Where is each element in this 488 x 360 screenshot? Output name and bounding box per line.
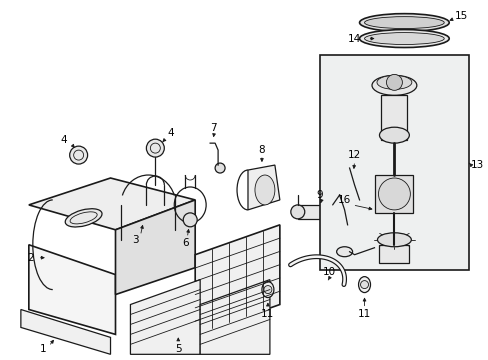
Text: 16: 16 xyxy=(337,195,350,205)
Text: 12: 12 xyxy=(347,150,361,160)
Circle shape xyxy=(360,280,368,289)
Bar xyxy=(381,95,407,140)
Ellipse shape xyxy=(328,205,336,219)
Text: 2: 2 xyxy=(27,253,34,263)
Text: 14: 14 xyxy=(347,33,361,44)
Circle shape xyxy=(69,146,87,164)
Text: 8: 8 xyxy=(258,145,264,155)
Polygon shape xyxy=(29,178,195,230)
Polygon shape xyxy=(115,200,195,294)
Bar xyxy=(319,55,468,270)
Text: 10: 10 xyxy=(323,267,336,276)
Circle shape xyxy=(386,75,402,90)
Ellipse shape xyxy=(290,205,304,219)
Bar xyxy=(375,175,412,213)
Text: 7: 7 xyxy=(209,123,216,133)
Text: 1: 1 xyxy=(40,345,46,354)
Ellipse shape xyxy=(359,30,448,48)
Circle shape xyxy=(183,213,197,227)
Bar xyxy=(379,245,408,263)
Circle shape xyxy=(215,163,224,173)
Polygon shape xyxy=(247,165,279,210)
Ellipse shape xyxy=(376,75,411,89)
Text: 11: 11 xyxy=(261,310,274,319)
Circle shape xyxy=(264,285,271,293)
Ellipse shape xyxy=(378,178,409,210)
Polygon shape xyxy=(21,310,110,354)
Text: 4: 4 xyxy=(166,128,173,138)
Ellipse shape xyxy=(371,75,416,95)
Polygon shape xyxy=(29,245,115,334)
Polygon shape xyxy=(130,280,200,354)
Ellipse shape xyxy=(364,17,443,28)
Ellipse shape xyxy=(377,233,410,247)
Text: 15: 15 xyxy=(454,11,467,21)
Ellipse shape xyxy=(254,175,274,205)
Circle shape xyxy=(146,139,164,157)
Ellipse shape xyxy=(336,247,352,257)
Ellipse shape xyxy=(262,282,273,298)
Ellipse shape xyxy=(364,32,443,45)
Text: 4: 4 xyxy=(60,135,67,145)
Text: 13: 13 xyxy=(469,160,483,170)
Ellipse shape xyxy=(65,209,102,227)
Bar xyxy=(297,205,332,219)
Text: 5: 5 xyxy=(175,345,181,354)
Ellipse shape xyxy=(359,14,448,32)
Polygon shape xyxy=(195,225,279,334)
Text: 9: 9 xyxy=(316,190,323,200)
Polygon shape xyxy=(200,280,269,354)
Text: 6: 6 xyxy=(182,238,188,248)
Ellipse shape xyxy=(379,127,408,143)
Ellipse shape xyxy=(358,276,370,293)
Text: 3: 3 xyxy=(132,235,139,245)
Ellipse shape xyxy=(348,185,361,195)
Text: 11: 11 xyxy=(357,310,370,319)
